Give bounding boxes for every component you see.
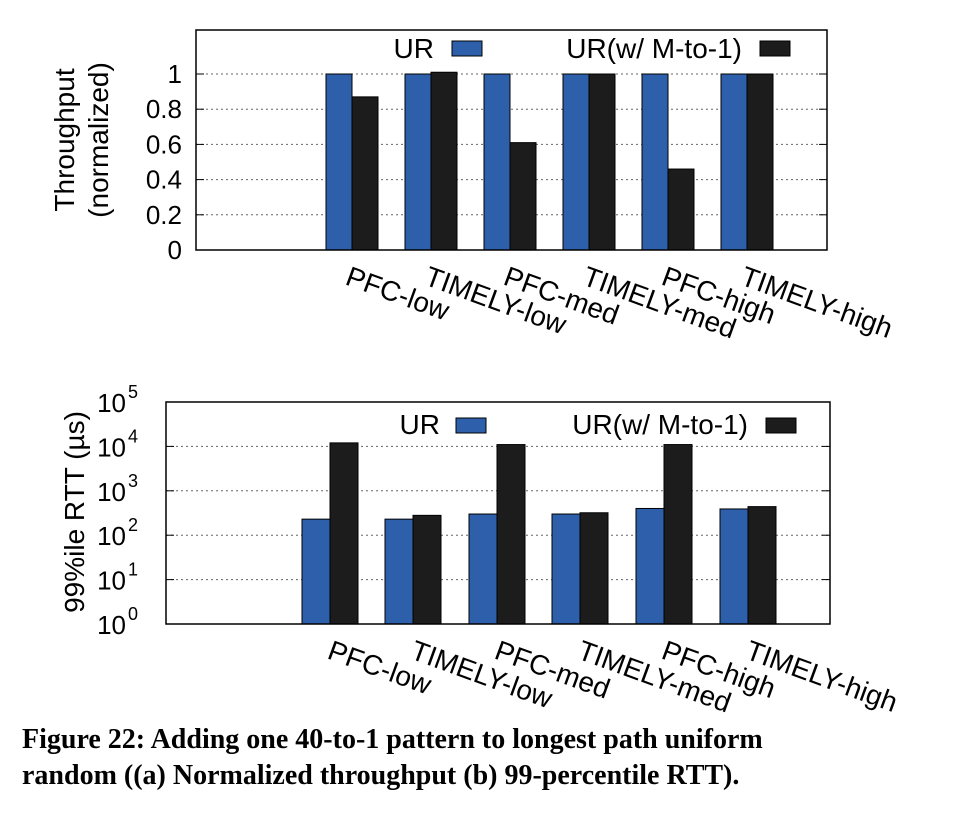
bar-ur-mto1 (663, 444, 693, 625)
bar-ur (551, 513, 581, 625)
y-tick-label: 0.2 (146, 200, 182, 230)
bar-ur-mto1 (746, 73, 774, 251)
bar-ur-mto1 (667, 168, 695, 251)
bar-ur (468, 513, 498, 625)
y-tick-label: 0 (168, 235, 182, 265)
y-tick-label-exponent: 3 (128, 471, 138, 491)
bar-ur (483, 73, 511, 251)
legend-swatch-ur (451, 40, 483, 57)
bar-ur-mto1 (579, 512, 609, 625)
y-axis-label: 99%ile RTT (µs) (59, 411, 90, 613)
y-tick-label-exponent: 2 (128, 515, 138, 535)
bar-ur-mto1 (588, 73, 616, 251)
y-tick-label: 0.8 (146, 94, 182, 124)
bar-ur (720, 73, 748, 251)
legend-swatch-mto1 (759, 40, 791, 57)
bar-ur (404, 73, 432, 251)
plot-frame (165, 401, 831, 625)
bar-ur-mto1 (509, 142, 537, 251)
bar-ur (384, 518, 414, 625)
y-tick-label-base: 10 (97, 521, 126, 551)
bar-ur-mto1 (412, 514, 442, 625)
y-tick-label-base: 10 (97, 610, 126, 640)
bar-ur (641, 73, 669, 251)
bar-ur-mto1 (329, 442, 359, 625)
bar-ur (562, 73, 590, 251)
plot-frame (195, 29, 828, 251)
y-axis-label: (normalized) (83, 62, 114, 218)
legend-label-ur: UR (400, 409, 440, 440)
legend-swatch-mto1 (765, 417, 797, 434)
y-tick-label-base: 10 (97, 566, 126, 596)
bar-ur (635, 507, 665, 625)
caption-line-2: random ((a) Normalized throughput (b) 99… (22, 760, 740, 791)
bar-ur-mto1 (747, 506, 777, 625)
bar-ur (301, 518, 331, 625)
bar-ur-mto1 (351, 96, 379, 251)
y-tick-label-base: 10 (97, 432, 126, 462)
y-tick-label: 0.6 (146, 129, 182, 159)
figure-caption: Figure 22: Adding one 40-to-1 pattern to… (22, 722, 952, 794)
bar-ur-mto1 (496, 444, 526, 625)
legend-swatch-ur (455, 417, 487, 434)
legend-label-mto1: UR(w/ M-to-1) (566, 33, 742, 64)
bar-ur (719, 508, 749, 625)
figure-charts: 00.20.40.60.81PFC-lowTIMELY-lowPFC-medTI… (49, 29, 902, 718)
y-tick-label-exponent: 5 (128, 382, 138, 402)
y-tick-label-exponent: 1 (128, 560, 138, 580)
y-tick-label: 0.4 (146, 165, 182, 195)
legend-label-mto1: UR(w/ M-to-1) (572, 409, 748, 440)
y-axis-label: Throughput (49, 68, 80, 211)
bar-ur-mto1 (430, 71, 458, 251)
bar-ur (325, 73, 353, 251)
y-tick-label-base: 10 (97, 388, 126, 418)
y-tick-label-base: 10 (97, 477, 126, 507)
y-tick-label: 1 (168, 59, 182, 89)
legend-label-ur: UR (394, 33, 434, 64)
caption-line-1: Figure 22: Adding one 40-to-1 pattern to… (22, 724, 763, 755)
y-tick-label-exponent: 0 (128, 604, 138, 624)
y-tick-label-exponent: 4 (128, 426, 138, 446)
